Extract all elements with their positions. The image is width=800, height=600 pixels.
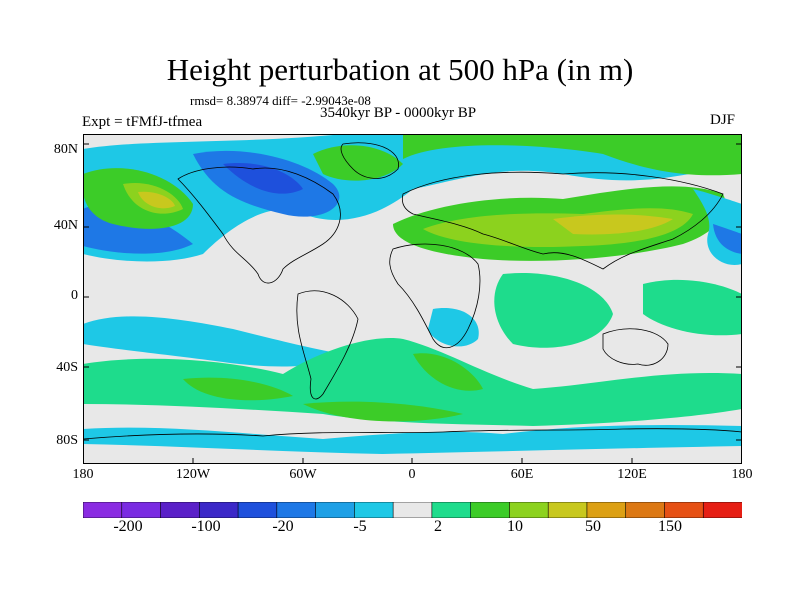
- lat-label-40n: 40N: [53, 218, 78, 233]
- colorbar-label: 2: [434, 518, 442, 535]
- coast-greenland: [340, 142, 399, 179]
- lon-label-0: 0: [408, 467, 416, 482]
- coast-africa: [389, 243, 481, 349]
- colorbar-swatch: [121, 502, 162, 518]
- contour-pos-north-atlantic: [403, 134, 742, 176]
- contour-neg-south-pacific: [83, 316, 343, 367]
- contour-pos-west-pacific: [643, 279, 742, 336]
- colorbar-swatch: [470, 502, 511, 518]
- lon-label-60e: 60E: [510, 467, 534, 482]
- colorbar-swatch: [392, 502, 433, 518]
- colorbar-swatch: [547, 502, 588, 518]
- lat-label-40s: 40S: [56, 360, 78, 375]
- colorbar: [83, 502, 742, 518]
- map-ticks: [83, 143, 742, 464]
- coast-australia: [602, 328, 669, 366]
- colorbar-swatch: [276, 502, 317, 518]
- colorbar-label: 50: [585, 518, 601, 535]
- colorbar-swatch: [237, 502, 278, 518]
- colorbar-swatch: [702, 502, 742, 518]
- lat-label-80n: 80N: [53, 142, 78, 157]
- lon-label-120w: 120W: [175, 467, 211, 482]
- colorbar-label: -20: [272, 518, 294, 535]
- lon-label-120e: 120E: [617, 467, 647, 482]
- colorbar-swatch: [83, 502, 123, 518]
- contour-pos-south-core-2: [303, 401, 463, 422]
- contour-neutral-antarctic: [83, 444, 742, 464]
- map-title: Height perturbation at 500 hPa (in m): [166, 52, 634, 87]
- colorbar-swatch: [431, 502, 472, 518]
- coast-antarctica: [83, 428, 742, 440]
- contour-neg-canada-deep: [223, 163, 303, 194]
- contour-neg-south-atlantic: [428, 308, 479, 347]
- lon-label-180-west: 180: [72, 467, 94, 482]
- coast-north-america: [177, 166, 341, 284]
- colorbar-swatch: [625, 502, 666, 518]
- colorbar-label: 10: [507, 518, 523, 535]
- colorbar-swatch: [198, 502, 239, 518]
- coast-eurasia: [401, 171, 724, 270]
- period-subtitle: 3540kyr BP - 0000kyr BP: [320, 105, 477, 121]
- lon-label-180-east: 180: [731, 467, 753, 482]
- map-plot: [83, 134, 742, 464]
- colorbar-swatch: [664, 502, 704, 518]
- colorbar-swatch: [160, 502, 200, 518]
- colorbar-label: 150: [658, 518, 682, 535]
- colorbar-label: -5: [353, 518, 367, 535]
- contour-pos-arctic: [313, 145, 403, 181]
- experiment-label: Expt = tFMfJ-tfmea: [82, 114, 203, 130]
- season-label: DJF: [710, 112, 736, 128]
- contour-pos-south-atlantic-core: [413, 353, 483, 391]
- coast-south-america: [296, 290, 359, 400]
- coastlines: [83, 142, 742, 440]
- colorbar-swatch: [354, 502, 394, 518]
- contour-pos-eurasia-peak: [553, 214, 673, 235]
- contour-pos-indian: [494, 273, 613, 348]
- stats-text: rmsd= 8.38974 diff= -2.99043e-08: [190, 93, 371, 108]
- lon-label-60w: 60W: [289, 467, 317, 482]
- colorbar-label: -200: [113, 518, 143, 535]
- contour-pos-south-band: [83, 338, 742, 426]
- colorbar-swatch: [315, 502, 355, 518]
- lat-label-0: 0: [71, 288, 78, 303]
- contour-neg-east-pacific-deep: [713, 224, 742, 254]
- colorbar-label: -100: [191, 518, 221, 535]
- colorbar-swatch: [509, 502, 549, 518]
- colorbar-swatch: [586, 502, 627, 518]
- lat-label-80s: 80S: [56, 433, 78, 448]
- contour-pos-south-core: [183, 377, 293, 401]
- contour-pos-pacific-peak: [138, 191, 175, 209]
